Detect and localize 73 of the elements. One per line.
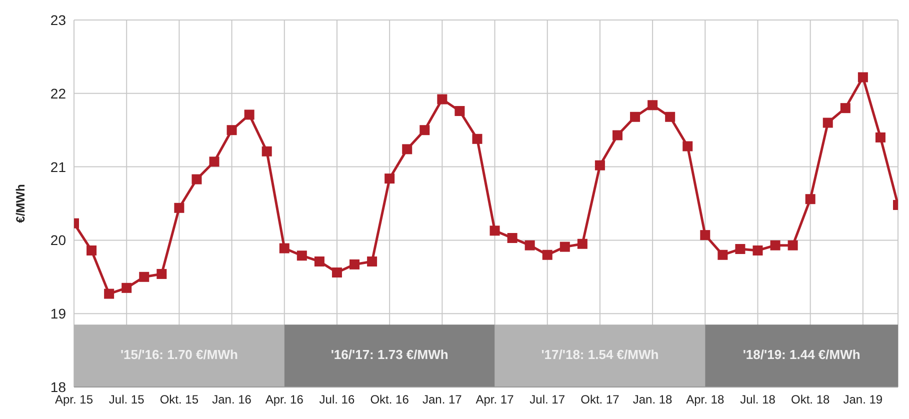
point [542, 250, 552, 260]
point [612, 130, 622, 140]
point [630, 112, 640, 122]
x-tick-label: Apr. 17 [476, 392, 514, 407]
point [367, 256, 378, 266]
x-tick-label: Jul. 16 [319, 392, 355, 407]
x-tick-label: Jan. 16 [212, 392, 252, 407]
point [560, 242, 570, 252]
band-label: '17/'18: 1.54 €/MWh [541, 347, 659, 362]
point [770, 240, 780, 250]
y-axis-title: €/MWh [13, 184, 28, 223]
point [174, 202, 184, 213]
point [279, 243, 290, 254]
point [86, 245, 97, 256]
x-tick-label: Jul. 15 [108, 392, 145, 407]
y-tick-label: 23 [50, 12, 66, 28]
y-tick-label: 20 [50, 232, 66, 248]
point [700, 230, 710, 240]
x-tick-label: Okt. 18 [790, 392, 830, 407]
y-tick-label: 18 [50, 378, 66, 395]
point [139, 272, 150, 282]
x-tick-label: Jul. 17 [530, 392, 566, 407]
x-tick-label: Jan. 18 [632, 392, 673, 407]
point [402, 144, 412, 154]
point [454, 106, 465, 116]
point [296, 250, 307, 261]
point [420, 125, 430, 136]
y-tick-label: 22 [50, 85, 66, 102]
point [665, 112, 676, 122]
point [577, 238, 588, 249]
x-tick-label: Okt. 15 [160, 392, 199, 407]
x-tick-label: Jan. 17 [422, 392, 462, 407]
point [752, 245, 763, 256]
point [858, 72, 868, 82]
point [209, 156, 220, 167]
point [314, 256, 324, 266]
point [192, 174, 202, 184]
point [472, 134, 482, 144]
y-tick-label: 21 [50, 158, 66, 175]
x-tick-label: Apr. 18 [686, 392, 724, 407]
point [840, 103, 850, 114]
band-label: '16/'17: 1.73 €/MWh [330, 347, 448, 362]
point [156, 268, 167, 279]
point [788, 240, 798, 250]
point [437, 94, 448, 104]
point [805, 194, 816, 204]
point [122, 282, 132, 293]
point [226, 125, 237, 136]
x-tick-label: Okt. 16 [370, 392, 410, 407]
y-tick-label: 19 [50, 306, 66, 322]
point [875, 132, 886, 142]
x-tick-label: Apr. 15 [54, 392, 94, 407]
point [244, 110, 254, 120]
x-tick-label: Jul. 18 [740, 392, 776, 407]
point [718, 250, 728, 260]
point [822, 118, 833, 128]
point [350, 259, 360, 270]
point [594, 160, 605, 170]
band-label: '18/'19: 1.44 €/MWh [742, 347, 860, 362]
point [262, 146, 272, 156]
point [735, 244, 746, 254]
point [682, 141, 693, 152]
point [507, 233, 518, 243]
point [384, 174, 395, 184]
point [490, 226, 500, 236]
point [648, 100, 658, 110]
point [104, 288, 114, 299]
point [524, 240, 535, 250]
x-tick-label: Jan. 19 [843, 392, 883, 407]
band-label: '15/'16: 1.70 €/MWh [120, 347, 238, 362]
point [332, 267, 342, 278]
x-tick-label: Okt. 17 [580, 392, 620, 407]
x-tick-label: Apr. 16 [265, 392, 304, 407]
